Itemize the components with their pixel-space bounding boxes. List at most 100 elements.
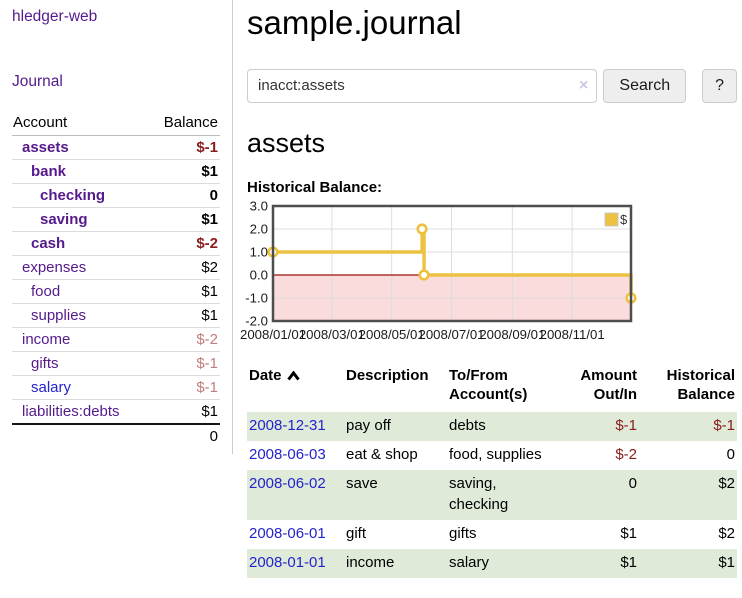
- register-row: 2008-06-03 eat & shop food, supplies $-2 0: [247, 441, 737, 470]
- register-header-date-label: Date: [249, 366, 282, 384]
- y-tick-label: -1.0: [245, 290, 268, 305]
- transaction-date-link[interactable]: 2008-06-01: [249, 524, 326, 542]
- x-tick-label: 2008/07/01: [419, 327, 485, 342]
- account-heading: assets: [247, 127, 326, 158]
- account-row: gifts $-1: [12, 351, 220, 376]
- transaction-date-link[interactable]: 2008-06-02: [249, 475, 326, 493]
- transaction-date-link[interactable]: 2008-12-31: [249, 416, 326, 434]
- account-row: saving $1: [12, 207, 220, 232]
- accounts-tbody: assets $-1 bank $1 checking 0 saving $1 cash $-2 e…: [12, 136, 220, 425]
- balance-chart-svg: $3.0 2.0 1.0 0.0 -1.0 -2.02008/01/012008/03/0…: [240, 198, 637, 342]
- transaction-description: pay off: [346, 416, 391, 434]
- account-balance: $1: [201, 163, 218, 180]
- accounts-total-row: 0: [12, 424, 220, 448]
- account-link[interactable]: supplies: [31, 307, 87, 324]
- transaction-accounts: gifts: [449, 524, 477, 542]
- page-title: sample.journal: [247, 4, 462, 41]
- legend-label: $: [620, 212, 628, 227]
- account-link[interactable]: checking: [40, 187, 106, 204]
- search-box: ×: [247, 68, 598, 103]
- account-row: expenses $2: [12, 255, 220, 280]
- y-tick-label: 1.0: [250, 244, 268, 259]
- x-tick-label: 2008/09/01: [479, 327, 545, 342]
- account-link[interactable]: salary: [31, 379, 72, 396]
- data-point-marker[interactable]: [416, 223, 428, 235]
- transaction-description: gift: [346, 524, 367, 542]
- search-input[interactable]: [247, 68, 598, 103]
- transaction-date-link[interactable]: 2008-06-03: [249, 446, 326, 464]
- transaction-amount: $1: [620, 554, 637, 572]
- register-header-accounts: To/From Account(s): [449, 366, 528, 404]
- account-link[interactable]: cash: [31, 235, 66, 252]
- account-balance: $1: [201, 307, 218, 324]
- register-body: 2008-12-31 pay off debts $-1 $-1 2008-06-03 ea…: [247, 411, 737, 579]
- x-tick-label: 2008/05/01: [359, 327, 425, 342]
- accounts-total-balance: 0: [209, 428, 218, 445]
- x-tick-label: 2008/11/01: [540, 327, 605, 342]
- account-link[interactable]: liabilities:debts: [22, 403, 120, 420]
- account-link[interactable]: saving: [40, 211, 88, 228]
- account-row: salary $-1: [12, 375, 220, 400]
- transaction-accounts: debts: [449, 416, 486, 434]
- register-table: Date Description To/From Account(s) Amou…: [247, 364, 737, 579]
- chart-border: [271, 204, 633, 323]
- register-header-balance: Historical Balance: [666, 366, 735, 404]
- register-header-amount: Amount Out/In: [580, 366, 637, 404]
- account-balance: $-1: [196, 379, 218, 396]
- y-tick-label: 0.0: [250, 267, 268, 282]
- data-point-marker[interactable]: [418, 269, 430, 281]
- main-content: sample.journal × Search ? assets Histori…: [233, 0, 742, 598]
- transaction-accounts: salary: [449, 554, 490, 572]
- register-header-row: Date Description To/From Account(s) Amou…: [247, 364, 737, 412]
- account-balance: $1: [201, 283, 218, 300]
- transaction-balance: $-1: [713, 416, 735, 434]
- search-row: × Search ?: [247, 68, 737, 103]
- transaction-description: eat & shop: [346, 446, 418, 464]
- account-balance: $1: [201, 211, 218, 228]
- x-tick-label: 2008/03/01: [299, 327, 365, 342]
- legend-swatch: [604, 212, 619, 227]
- clear-search-icon[interactable]: ×: [579, 76, 589, 94]
- account-link[interactable]: income: [22, 331, 71, 348]
- account-balance: $-2: [196, 331, 218, 348]
- transaction-amount: $-2: [615, 446, 637, 464]
- transaction-accounts: saving, checking: [449, 475, 509, 513]
- account-balance: $-1: [196, 139, 218, 156]
- account-link[interactable]: bank: [31, 163, 67, 180]
- app-title-link[interactable]: hledger-web: [12, 8, 98, 25]
- transaction-amount: 0: [628, 475, 637, 493]
- transaction-balance: 0: [726, 446, 735, 464]
- account-link[interactable]: expenses: [22, 259, 87, 276]
- account-row: income $-2: [12, 327, 220, 352]
- transaction-balance: $1: [718, 554, 735, 572]
- account-balance: $2: [201, 259, 218, 276]
- accounts-table: Account Balance assets $-1 bank $1 checking 0…: [12, 112, 220, 448]
- account-link[interactable]: food: [31, 283, 61, 300]
- register-row: 2008-06-01 gift gifts $1 $2: [247, 520, 737, 549]
- y-tick-label: 3.0: [250, 198, 268, 213]
- account-row: checking 0: [12, 183, 220, 208]
- transaction-amount: $-1: [615, 416, 637, 434]
- account-link[interactable]: assets: [22, 139, 69, 156]
- transaction-accounts: food, supplies: [449, 446, 542, 464]
- account-balance: $1: [201, 403, 218, 420]
- register-header-date[interactable]: Date: [247, 364, 344, 412]
- x-tick-label: 2008/01/01: [240, 327, 306, 342]
- accounts-header-row: Account Balance: [12, 112, 220, 136]
- account-row: liabilities:debts $1: [12, 399, 220, 425]
- y-tick-label: 2.0: [250, 221, 268, 236]
- transaction-date-link[interactable]: 2008-01-01: [249, 554, 326, 572]
- register-header-description: Description: [346, 366, 429, 384]
- y-tick-label: -2.0: [245, 313, 268, 328]
- account-balance: 0: [209, 187, 218, 204]
- sidebar-item-journal[interactable]: Journal: [12, 73, 63, 90]
- account-link[interactable]: gifts: [31, 355, 59, 372]
- sidebar: hledger-web Journal Account Balance asse…: [0, 0, 233, 454]
- search-button[interactable]: Search: [603, 68, 687, 103]
- account-row: cash $-2: [12, 231, 220, 256]
- account-row: assets $-1: [12, 136, 220, 160]
- help-button[interactable]: ?: [702, 68, 737, 103]
- account-balance: $-1: [196, 355, 218, 372]
- transaction-amount: $1: [620, 524, 637, 542]
